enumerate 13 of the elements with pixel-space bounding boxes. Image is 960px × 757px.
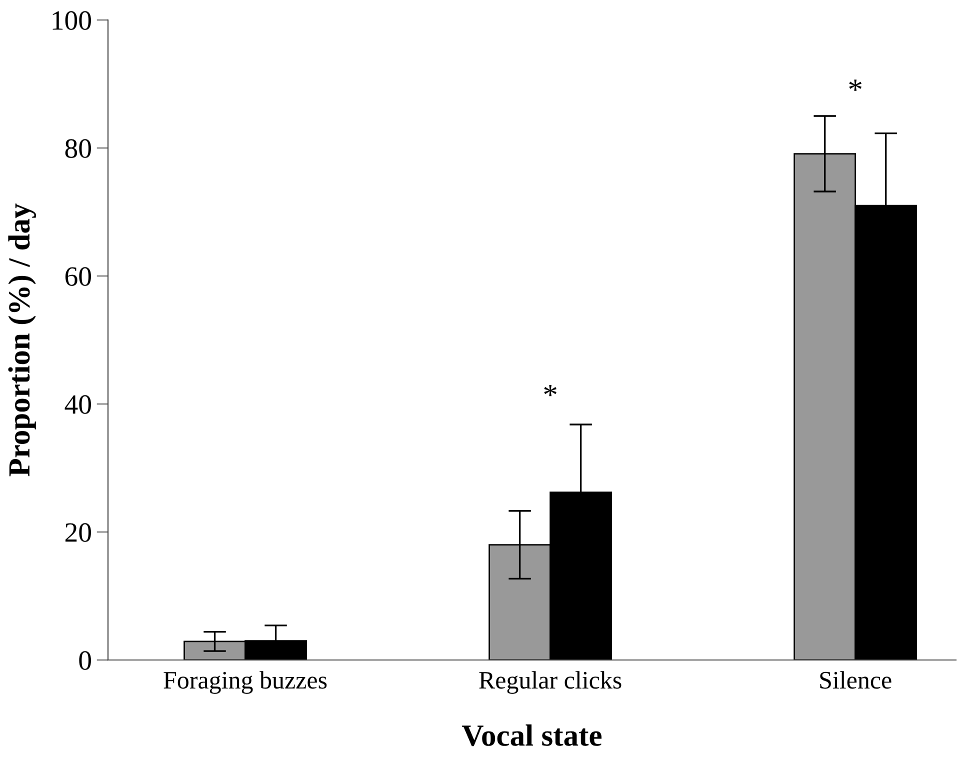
annotation: *: [849, 80, 862, 91]
annotation: *: [544, 384, 556, 396]
x-tick-label: Foraging buzzes: [164, 671, 327, 694]
x-tick-label: Silence: [820, 671, 892, 689]
y-tick-label: 20: [65, 523, 91, 542]
y-axis-title: Proportion (%) / day: [8, 203, 36, 476]
y-tick-label: 0: [79, 651, 91, 670]
y-tick-label: 40: [64, 395, 91, 414]
x-tick-label: Regular clicks: [479, 671, 622, 694]
y-tick-label: 80: [65, 139, 91, 158]
y-tick-label: 60: [65, 267, 91, 286]
y-tick-label: 100: [52, 11, 91, 30]
x-axis-title: Vocal state: [462, 724, 602, 746]
